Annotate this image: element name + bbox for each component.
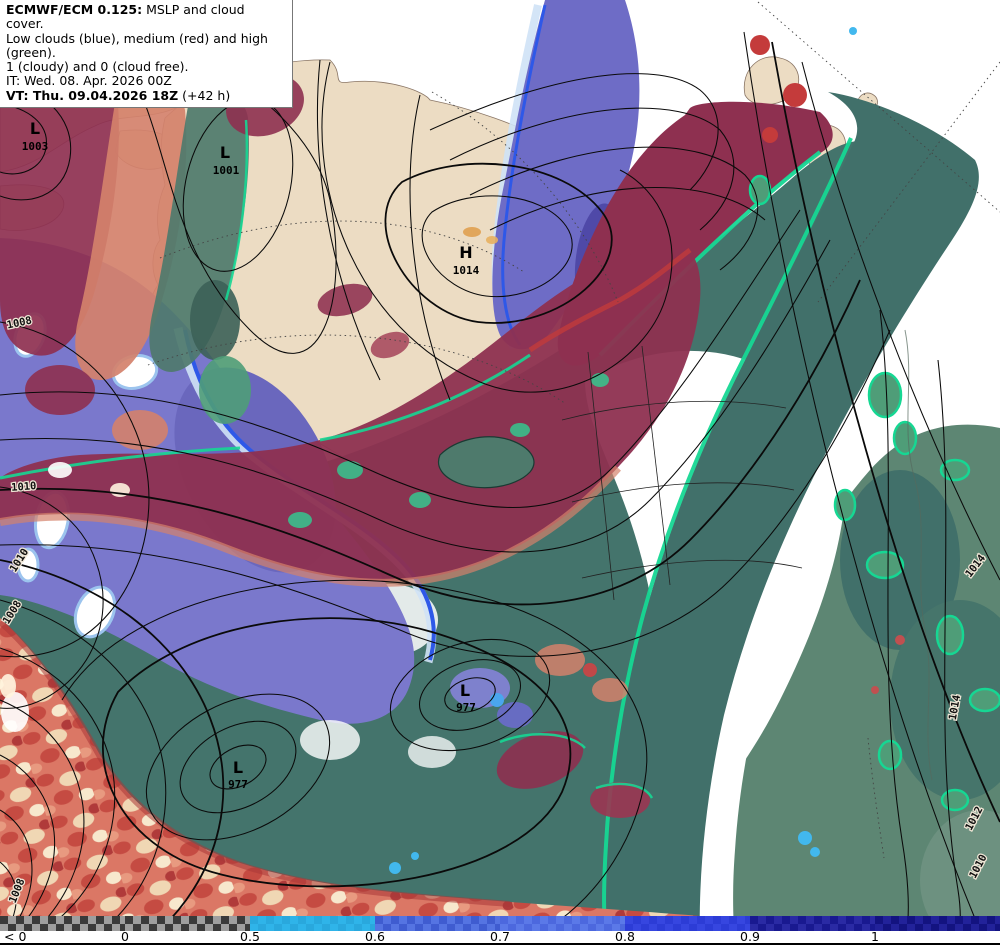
cloud-low-band-top [492,0,640,350]
colorbar-segments [0,916,1000,931]
title-line-legend: Low clouds (blue), medium (red) and high… [6,30,268,60]
colorbar-tick: < 0 [4,929,27,944]
graticule [147,1,1000,859]
colorbar-tick: 0.8 [615,929,635,944]
iceland-outline [437,436,535,489]
low-center-value: 977 [228,778,248,791]
colorbar-tick: 0 [121,929,129,944]
cloud-medium-mottled-bottom [0,618,700,945]
colorbar-segment [875,916,1000,931]
cloud-medium-front-band [0,244,701,581]
low-center-letter: L [30,119,40,138]
isobar-label: 1010 [11,480,37,494]
high-center-letter: H [459,243,472,262]
colorbar-tick: 0.5 [240,929,260,944]
title-line-init-time: IT: Wed. 08. Apr. 2026 00Z [6,73,172,89]
colorbar-tick: 0.7 [490,929,510,944]
cloud-high-band-right [606,92,979,945]
colorbar-segment [500,916,625,931]
low-center-letter: L [460,681,470,700]
colorbar-segment [250,916,375,931]
title-line-model: ECMWF/ECM 0.125: MSLP and cloud cover. [6,2,245,32]
title-line-scale: 1 (cloudy) and 0 (cloud free). [6,59,189,74]
low-center-value: 1001 [213,164,240,177]
high-center-value: 1014 [453,264,480,277]
cloud-cover-colorbar: < 0 0 0.5 0.6 0.7 0.8 0.9 1 [0,916,1000,945]
colorbar-segment [0,916,125,931]
low-center-letter: L [220,143,230,162]
colorbar-tick-labels: < 0 0 0.5 0.6 0.7 0.8 0.9 1 [0,929,1000,944]
colorbar-segment [375,916,500,931]
colorbar-tick: 1 [871,929,879,944]
colorbar-segment [625,916,750,931]
low-center-value: 977 [456,701,476,714]
low-center-letter: L [233,758,243,777]
colorbar-segment [750,916,875,931]
isobar-label: 1014 [947,694,963,721]
colorbar-tick: 0.9 [740,929,760,944]
isobars [0,31,1000,945]
title-line-valid-time: VT: Thu. 09.04.2026 18Z (+42 h) [6,87,231,103]
low-center-value: 1003 [22,140,49,153]
pressure-labels: L 1003 L 1001 H 1014 L 977 L 977 [22,119,480,791]
title-box: ECMWF/ECM 0.125: MSLP and cloud cover. L… [0,0,293,108]
colorbar-tick: 0.6 [365,929,385,944]
colorbar-segment [125,916,250,931]
